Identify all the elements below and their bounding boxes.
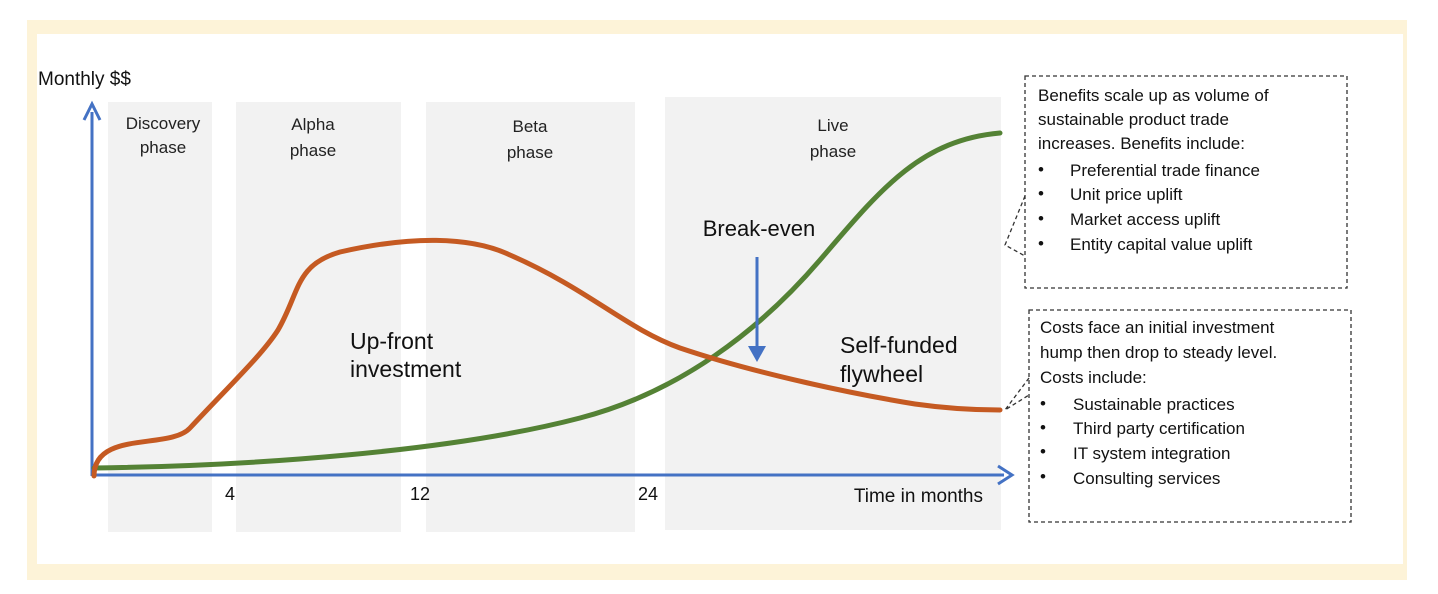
costs-item: Consulting services [1073,469,1220,488]
costs-callout: Costs face an initial investment hump th… [1004,309,1352,523]
phase-sublabel-alpha: phase [290,141,336,160]
flywheel-label: Self-funded [840,332,958,358]
costs-bullet: • [1040,418,1046,437]
costs-bullet: • [1040,442,1046,461]
costs-item: IT system integration [1073,444,1230,463]
break-even-label: Break-even [703,216,816,241]
axes [82,100,1015,486]
costs-text-line: Costs face an initial investment [1040,318,1275,337]
x-tick-24: 24 [638,484,658,504]
y-axis-arrowhead [82,100,102,121]
benefits-callout: Benefits scale up as volume of sustainab… [1004,75,1348,289]
benefits-bullet: • [1038,184,1044,203]
costs-text-line: hump then drop to steady level. [1040,343,1277,362]
cost-curve [91,237,1003,479]
benefits-item: Entity capital value uplift [1070,235,1253,254]
y-axis-label: Monthly $$ [38,69,131,90]
phase-band-live [665,97,1001,530]
costs-box [1028,309,1352,523]
phase-label-alpha: Alpha [291,115,335,134]
phase-sublabel-discovery: phase [140,138,186,157]
costs-bullet: • [1040,394,1046,413]
benefits-text-line: increases. Benefits include: [1038,134,1245,153]
phase-band-alpha [236,102,401,532]
benefits-item: Unit price uplift [1070,185,1183,204]
costs-text-line: Costs include: [1040,368,1147,387]
benefit-curve [91,130,1003,471]
flywheel-label-line2: flywheel [840,361,923,387]
break-even-arrowhead [748,346,766,362]
costs-callout-pointer [1004,377,1030,411]
phase-label-discovery: Discovery [126,114,201,133]
benefits-text-line: Benefits scale up as volume of [1038,86,1269,105]
benefits-item: Market access uplift [1070,210,1220,229]
benefits-box [1024,75,1348,289]
phase-label-beta: Beta [513,117,549,136]
benefits-text-line: sustainable product trade [1038,110,1229,129]
investment-label: Up-front [350,328,434,354]
phase-sublabel-beta: phase [507,143,553,162]
phase-sublabel-live: phase [810,142,856,161]
x-tick-12: 12 [410,484,430,504]
phase-label-live: Live [817,116,848,135]
benefits-callout-pointer [1004,195,1026,257]
x-axis-arrowhead [997,464,1015,486]
benefits-bullet: • [1038,209,1044,228]
costs-item: Third party certification [1073,419,1245,438]
benefits-bullet: • [1038,234,1044,253]
x-tick-4: 4 [225,484,235,504]
phase-band-discovery [108,102,212,532]
costs-item: Sustainable practices [1073,395,1235,414]
costs-bullet: • [1040,467,1046,486]
investment-label-line2: investment [350,356,462,382]
benefits-item: Preferential trade finance [1070,161,1260,180]
benefits-bullet: • [1038,160,1044,179]
x-axis-label: Time in months [854,486,983,507]
phase-band-beta [426,102,635,532]
